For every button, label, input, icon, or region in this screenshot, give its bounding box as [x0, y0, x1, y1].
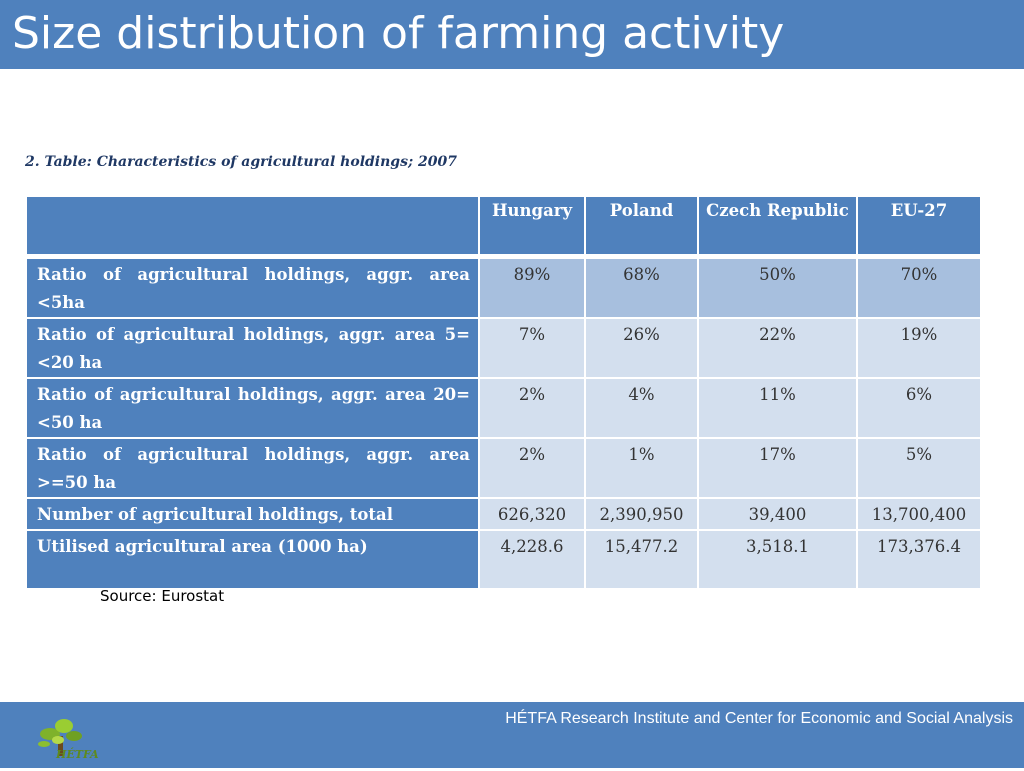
- table-cell: 17%: [697, 437, 858, 499]
- table-cell: 7%: [478, 317, 586, 379]
- row-label: Ratio of agricultural holdings, aggr. ar…: [25, 437, 480, 499]
- table-cell: 4,228.6: [478, 529, 586, 590]
- table-row: Ratio of agricultural holdings, aggr. ar…: [25, 437, 982, 499]
- row-label: Number of agricultural holdings, total: [25, 497, 480, 531]
- table-row: Utilised agricultural area (1000 ha) 4,2…: [25, 529, 982, 590]
- footer-bar: HÉTFA HÉTFA Research Institute and Cente…: [0, 702, 1024, 768]
- footer-text: HÉTFA Research Institute and Center for …: [505, 710, 1013, 727]
- table-cell: 50%: [697, 257, 858, 319]
- header-gap: [25, 254, 982, 259]
- table-cell: 5%: [856, 437, 982, 499]
- column-header-poland: Poland: [584, 195, 699, 256]
- table-cell: 15,477.2: [584, 529, 699, 590]
- column-header-eu27: EU-27: [856, 195, 982, 256]
- table-cell: 11%: [697, 377, 858, 439]
- logo-text: HÉTFA: [56, 748, 99, 761]
- table-row: Ratio of agricultural holdings, aggr. ar…: [25, 257, 982, 319]
- row-label: Utilised agricultural area (1000 ha): [25, 529, 480, 590]
- table-cell: 4%: [584, 377, 699, 439]
- table-cell: 26%: [584, 317, 699, 379]
- table-cell: 173,376.4: [856, 529, 982, 590]
- title-bar: Size distribution of farming activity: [0, 0, 1024, 69]
- slide-title: Size distribution of farming activity: [12, 8, 785, 59]
- table-cell: 6%: [856, 377, 982, 439]
- holdings-table: Hungary Poland Czech Republic EU-27 Rati…: [25, 195, 982, 590]
- table-header-row: Hungary Poland Czech Republic EU-27: [25, 195, 982, 256]
- table-row: Ratio of agricultural holdings, aggr. ar…: [25, 377, 982, 439]
- table-cell: 13,700,400: [856, 497, 982, 531]
- hetfa-logo: HÉTFA: [34, 714, 104, 766]
- row-label: Ratio of agricultural holdings, aggr. ar…: [25, 377, 480, 439]
- column-header-hungary: Hungary: [478, 195, 586, 256]
- table-cell: 3,518.1: [697, 529, 858, 590]
- table-cell: 19%: [856, 317, 982, 379]
- table-cell: 39,400: [697, 497, 858, 531]
- tree-icon: [38, 719, 82, 756]
- table-cell: 22%: [697, 317, 858, 379]
- table-cell: 1%: [584, 437, 699, 499]
- table-cell: 68%: [584, 257, 699, 319]
- table-cell: 626,320: [478, 497, 586, 531]
- table-cell: 89%: [478, 257, 586, 319]
- table-cell: 2%: [478, 437, 586, 499]
- header-corner-cell: [25, 195, 480, 256]
- table-cell: 2%: [478, 377, 586, 439]
- table-row: Number of agricultural holdings, total 6…: [25, 497, 982, 531]
- table-cell: 2,390,950: [584, 497, 699, 531]
- row-label: Ratio of agricultural holdings, aggr. ar…: [25, 317, 480, 379]
- table-caption: 2. Table: Characteristics of agricultura…: [25, 154, 457, 170]
- table-cell: 70%: [856, 257, 982, 319]
- source-note: Source: Eurostat: [100, 587, 225, 605]
- column-header-czech-republic: Czech Republic: [697, 195, 858, 256]
- row-label: Ratio of agricultural holdings, aggr. ar…: [25, 257, 480, 319]
- table-row: Ratio of agricultural holdings, aggr. ar…: [25, 317, 982, 379]
